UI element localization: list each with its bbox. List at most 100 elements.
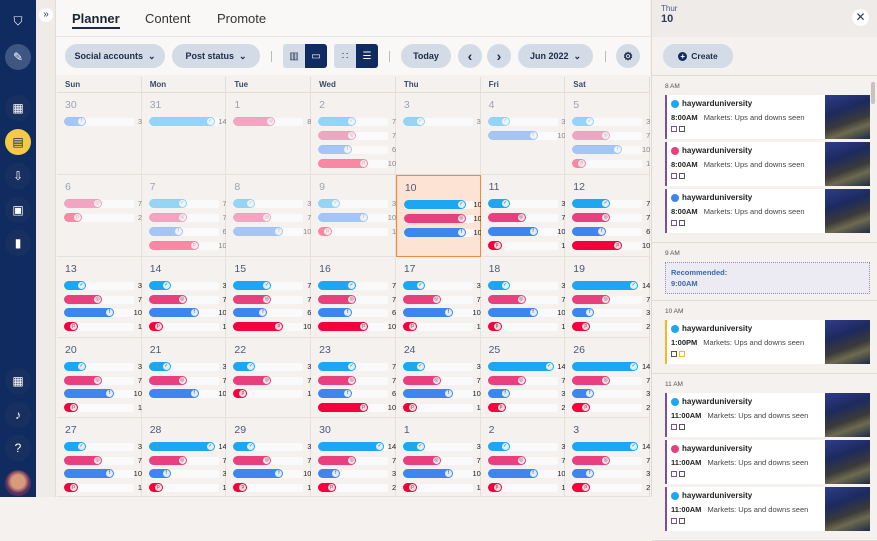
- facebook-post-count-bar[interactable]: f 10: [402, 469, 481, 478]
- facebook-post-count-bar[interactable]: f 10: [148, 389, 227, 398]
- twitter-post-count-bar[interactable]: ✓ 14: [318, 442, 396, 451]
- calendar-day[interactable]: 19 ✓ 14 ◎ 7 f 3 p 2: [565, 257, 650, 338]
- twitter-post-count-bar[interactable]: ✓ 3: [402, 442, 481, 451]
- calendar-day[interactable]: 30 f 3: [57, 93, 142, 175]
- twitter-post-count-bar[interactable]: ✓ 3: [64, 362, 142, 371]
- calendar-day[interactable]: 2 ✓ 7 ◎ 7 f 6 p 10: [311, 93, 396, 175]
- bar-view-button[interactable]: ☰: [356, 44, 378, 68]
- instagram-post-count-bar[interactable]: ◎ 7: [233, 294, 311, 304]
- facebook-post-count-bar[interactable]: f 10: [64, 469, 142, 478]
- facebook-post-count-bar[interactable]: f 10: [402, 308, 481, 317]
- instagram-post-count-bar[interactable]: ◎ 7: [148, 294, 227, 304]
- calendar-day[interactable]: 2 ✓ 3 ◎ 7 f 10 p 1: [480, 418, 566, 497]
- twitter-post-count-bar[interactable]: ✓ 14: [572, 281, 650, 290]
- calendar-day[interactable]: 27 ✓ 3 ◎ 7 f 10 p 1: [57, 418, 142, 497]
- scheduled-post-card[interactable]: haywarduniversity 8:00AM Markets: Ups and …: [665, 189, 870, 233]
- instagram-post-count-bar[interactable]: ◎ 7: [402, 375, 481, 385]
- twitter-post-count-bar[interactable]: ✓ 3: [233, 199, 311, 208]
- instagram-post-count-bar[interactable]: ◎ 7: [572, 455, 650, 465]
- facebook-post-count-bar[interactable]: f 10: [402, 389, 481, 398]
- calendar-day[interactable]: 25 ✓ 14 ◎ 7 f 3 p 2: [480, 338, 566, 418]
- tab-content[interactable]: Content: [145, 11, 191, 26]
- instagram-post-count-bar[interactable]: ◎ 7: [64, 375, 142, 385]
- twitter-post-count-bar[interactable]: ✓ 3: [64, 281, 142, 290]
- pinterest-post-count-bar[interactable]: p 10: [148, 241, 227, 250]
- facebook-post-count-bar[interactable]: f 10: [148, 308, 227, 317]
- apps-icon[interactable]: ▦: [5, 368, 31, 394]
- calendar-day[interactable]: 26 ✓ 14 ◎ 7 f 3 p 2: [565, 338, 650, 418]
- pinterest-post-count-bar[interactable]: p 10: [318, 321, 396, 331]
- avatar[interactable]: [5, 470, 31, 496]
- tab-promote[interactable]: Promote: [217, 11, 267, 26]
- twitter-post-count-bar[interactable]: ✓ 3: [402, 362, 481, 371]
- twitter-post-count-bar[interactable]: ✓ 7: [572, 199, 650, 208]
- grid-view-button[interactable]: ∷: [334, 44, 356, 68]
- scheduled-post-card[interactable]: haywarduniversity 8:00AM Markets: Ups and …: [665, 142, 870, 186]
- scheduled-post-card[interactable]: haywarduniversity 1:00PM Markets: Ups and …: [665, 320, 870, 364]
- calendar-day[interactable]: 5 ✓ 3 ◎ 7 f 10 p 1: [565, 93, 650, 175]
- twitter-post-count-bar[interactable]: ✓ 7: [148, 199, 227, 208]
- calendar-day[interactable]: 30 ✓ 14 ◎ 7 f 3 p 2: [311, 418, 396, 497]
- scheduled-post-card[interactable]: haywarduniversity 11:00AM Markets: Ups and…: [665, 440, 870, 484]
- calendar-icon[interactable]: ▤: [5, 129, 31, 155]
- calendar-day[interactable]: 20 ✓ 3 ◎ 7 f 10 p 1: [57, 338, 142, 418]
- instagram-post-count-bar[interactable]: ◎ 7: [148, 213, 227, 222]
- instagram-post-count-bar[interactable]: ◎ 7: [233, 375, 311, 385]
- calendar-day[interactable]: 14 ✓ 3 ◎ 7 f 10 p 1: [141, 257, 227, 338]
- instagram-post-count-bar[interactable]: ◎ 7: [64, 199, 142, 208]
- twitter-post-count-bar[interactable]: ✓ 3: [233, 362, 311, 371]
- instagram-post-count-bar[interactable]: ◎ 7: [233, 455, 311, 465]
- week-view-button[interactable]: ▥: [283, 44, 305, 68]
- instagram-post-count-bar[interactable]: ◎ 7: [148, 455, 227, 465]
- calendar-day[interactable]: 3 ✓ 14 ◎ 7 f 3 p 2: [565, 418, 650, 497]
- instagram-post-count-bar[interactable]: ◎ 7: [64, 455, 142, 465]
- instagram-post-count-bar[interactable]: ◎ 7: [233, 213, 311, 222]
- twitter-post-count-bar[interactable]: ✓ 3: [402, 281, 481, 290]
- prev-month-button[interactable]: ‹: [458, 44, 482, 68]
- expand-icon[interactable]: »: [39, 8, 53, 22]
- facebook-post-count-bar[interactable]: f 10: [487, 469, 566, 478]
- instagram-post-count-bar[interactable]: ◎ 7: [572, 375, 650, 385]
- help-icon[interactable]: ?: [5, 435, 31, 461]
- twitter-post-count-bar[interactable]: ✓ 7: [318, 362, 396, 371]
- twitter-post-count-bar[interactable]: ✓ 10: [403, 200, 482, 209]
- facebook-post-count-bar[interactable]: f 10: [233, 469, 311, 478]
- social-accounts-dropdown[interactable]: Social accounts ⌄: [65, 44, 165, 68]
- twitter-post-count-bar[interactable]: ✓ 14: [572, 362, 650, 371]
- instagram-post-count-bar[interactable]: ◎ 7: [572, 131, 650, 140]
- instagram-post-count-bar[interactable]: ◎ 7: [487, 375, 566, 385]
- compose-icon[interactable]: ✎: [5, 44, 31, 70]
- facebook-post-count-bar[interactable]: f 10: [403, 228, 482, 237]
- twitter-post-count-bar[interactable]: ✓ 3: [233, 442, 311, 451]
- post-status-dropdown[interactable]: Post status ⌄: [172, 44, 260, 68]
- create-button[interactable]: + Create: [663, 44, 733, 68]
- instagram-post-count-bar[interactable]: ◎ 7: [402, 455, 481, 465]
- scheduled-post-card[interactable]: haywarduniversity 11:00AM Markets: Ups and…: [665, 393, 870, 437]
- twitter-post-count-bar[interactable]: ✓ 3: [148, 281, 227, 290]
- facebook-post-count-bar[interactable]: f 10: [487, 308, 566, 317]
- calendar-day[interactable]: 23 ✓ 7 ◎ 7 f 6 p 10: [311, 338, 396, 418]
- calendar-day[interactable]: 1 ✓ 3 ◎ 7 f 10 p 1: [395, 418, 481, 497]
- calendar-day[interactable]: 7 ✓ 7 ◎ 7 f 6 p 10: [141, 175, 227, 257]
- pinterest-post-count-bar[interactable]: p 10: [318, 402, 396, 412]
- twitter-post-count-bar[interactable]: ✓ 7: [318, 117, 396, 126]
- instagram-post-count-bar[interactable]: ◎ 7: [148, 375, 227, 385]
- twitter-post-count-bar[interactable]: ✓ 7: [233, 281, 311, 290]
- twitter-post-count-bar[interactable]: ✓ 3: [64, 442, 142, 451]
- calendar-day[interactable]: 24 ✓ 3 ◎ 7 f 10 p 1: [395, 338, 481, 418]
